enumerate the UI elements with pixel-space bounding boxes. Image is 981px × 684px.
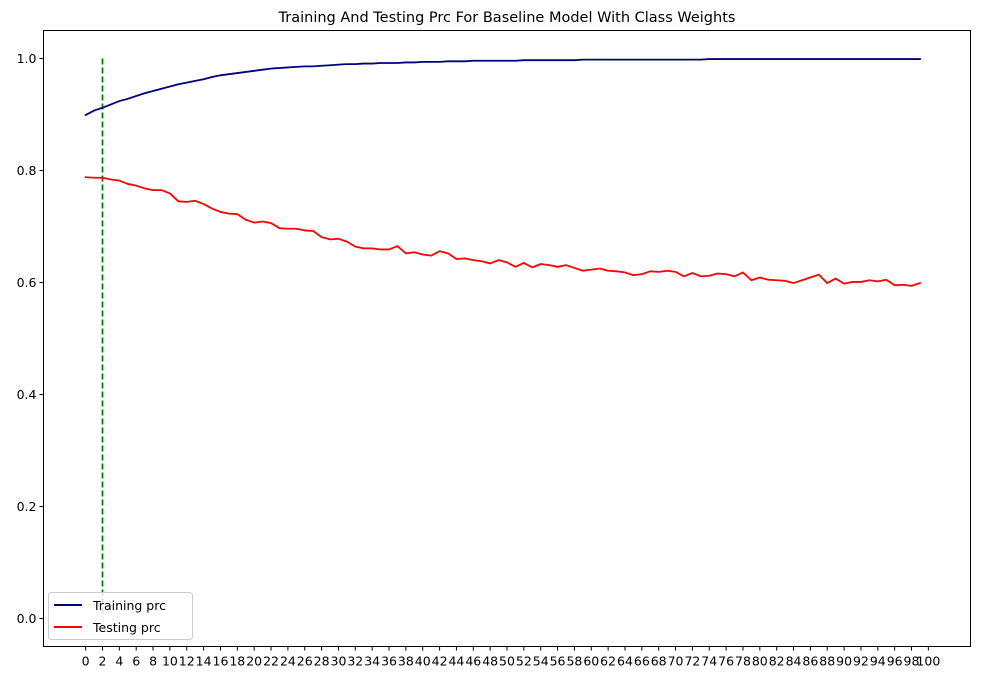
x-tick-label: 94 xyxy=(870,654,886,669)
x-tick-label: 44 xyxy=(448,654,464,669)
x-tick-label: 22 xyxy=(263,654,279,669)
x-tick-label: 46 xyxy=(465,654,481,669)
chart-title: Training And Testing Prc For Baseline Mo… xyxy=(278,10,736,26)
x-tick-label: 4 xyxy=(115,654,123,669)
y-tick-label: 0.2 xyxy=(17,499,37,514)
x-tick-label: 0 xyxy=(82,654,90,669)
x-tick-label: 40 xyxy=(415,654,431,669)
x-tick-label: 50 xyxy=(499,654,515,669)
x-tick-label: 68 xyxy=(651,654,667,669)
x-tick-label: 28 xyxy=(314,654,330,669)
x-tick-label: 36 xyxy=(381,654,397,669)
legend-label-training: Training prc xyxy=(92,598,166,613)
series-group xyxy=(84,58,922,287)
x-tick-label: 38 xyxy=(398,654,414,669)
x-tick-label: 70 xyxy=(668,654,684,669)
x-tick-label: 88 xyxy=(819,654,835,669)
x-tick-label: 6 xyxy=(132,654,140,669)
x-tick-label: 32 xyxy=(347,654,363,669)
x-tick-label: 62 xyxy=(600,654,616,669)
y-axis: 0.0 0.2 0.4 0.6 0.8 1.0 xyxy=(17,51,44,626)
x-tick-label: 58 xyxy=(566,654,582,669)
y-tick-label: 0.0 xyxy=(17,611,37,626)
x-tick-label: 52 xyxy=(516,654,532,669)
x-tick-label: 90 xyxy=(836,654,852,669)
plot-area-frame xyxy=(43,30,971,647)
y-tick-label: 0.8 xyxy=(17,163,37,178)
x-tick-label: 78 xyxy=(735,654,751,669)
x-tick-label: 86 xyxy=(802,654,818,669)
legend: Training prc Testing prc xyxy=(48,592,193,640)
x-tick-label: 14 xyxy=(196,654,212,669)
x-tick-label: 24 xyxy=(280,654,296,669)
x-tick-label: 80 xyxy=(752,654,768,669)
x-tick-label: 84 xyxy=(786,654,802,669)
x-tick-label: 98 xyxy=(904,654,920,669)
x-tick-label: 54 xyxy=(533,654,549,669)
x-tick-label: 64 xyxy=(617,654,633,669)
x-tick-label: 8 xyxy=(149,654,157,669)
x-tick-label: 18 xyxy=(229,654,245,669)
x-tick-label: 100 xyxy=(916,654,940,669)
x-tick-label: 10 xyxy=(162,654,178,669)
x-axis: 0 2 4 6 8 10 12 14 16 18 20 22 24 26 28 30 32 34 36 38 40 42 4… xyxy=(82,646,940,669)
x-tick-label: 12 xyxy=(179,654,195,669)
series-line-testing xyxy=(84,176,922,287)
x-tick-label: 48 xyxy=(482,654,498,669)
x-tick-label: 26 xyxy=(297,654,313,669)
y-tick-label: 0.4 xyxy=(17,387,37,402)
x-tick-label: 82 xyxy=(769,654,785,669)
legend-box xyxy=(48,592,193,640)
x-tick-label: 74 xyxy=(701,654,717,669)
x-tick-label: 34 xyxy=(364,654,380,669)
y-tick-label: 1.0 xyxy=(17,51,37,66)
x-tick-label: 72 xyxy=(684,654,700,669)
x-tick-label: 20 xyxy=(246,654,262,669)
x-tick-label: 96 xyxy=(887,654,903,669)
x-tick-label: 76 xyxy=(718,654,734,669)
x-tick-label: 2 xyxy=(99,654,107,669)
series-line-training xyxy=(84,58,921,117)
x-tick-label: 56 xyxy=(550,654,566,669)
x-tick-label: 16 xyxy=(213,654,229,669)
x-tick-label: 30 xyxy=(331,654,347,669)
legend-label-testing: Testing prc xyxy=(92,620,161,635)
y-tick-label: 0.6 xyxy=(17,275,37,290)
x-tick-label: 92 xyxy=(853,654,869,669)
x-tick-label: 66 xyxy=(634,654,650,669)
x-tick-label: 60 xyxy=(583,654,599,669)
x-tick-label: 42 xyxy=(432,654,448,669)
